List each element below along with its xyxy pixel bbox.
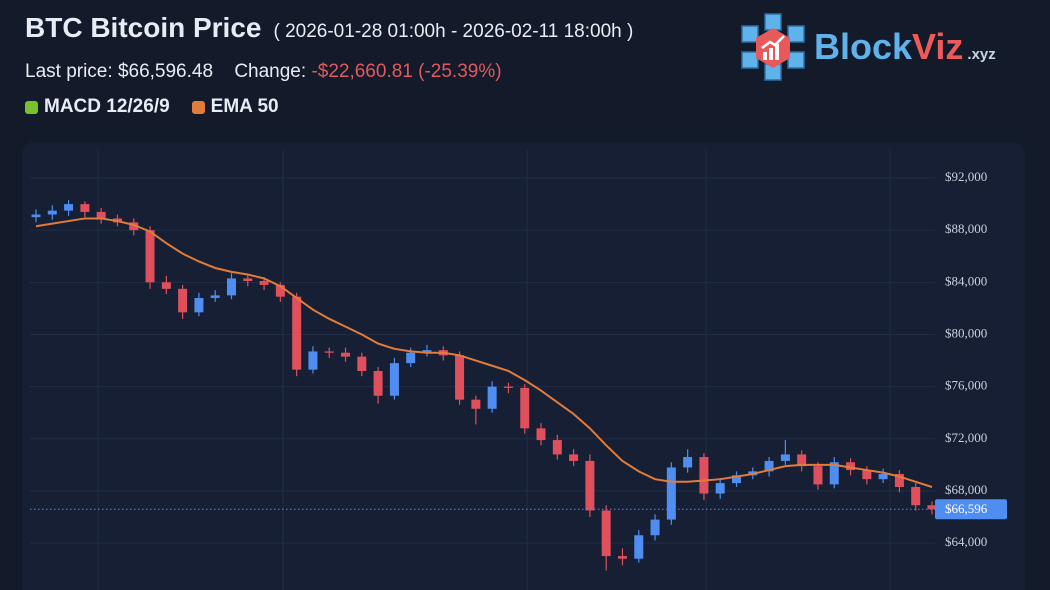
legend-item: MACD 12/26/9 xyxy=(25,96,170,118)
candle-body xyxy=(601,510,611,557)
candle-body xyxy=(324,351,334,353)
candle-body xyxy=(732,475,742,484)
candle-body xyxy=(715,483,725,494)
logo-icon xyxy=(741,13,805,81)
time-grid xyxy=(97,150,891,590)
stats-row: Last price: $66,596.48 Change: -$22,660.… xyxy=(25,61,502,83)
candle-body xyxy=(520,387,530,429)
candle-body xyxy=(308,351,318,370)
title: BTC Bitcoin Price xyxy=(25,12,262,43)
last-price-box xyxy=(935,499,1007,520)
legend-label: EMA 50 xyxy=(210,96,279,117)
candle-body xyxy=(846,462,856,471)
candle-body xyxy=(862,470,872,480)
candle-body xyxy=(96,211,106,219)
candle-body xyxy=(194,297,204,313)
candle-body xyxy=(536,428,546,441)
candle-body xyxy=(780,454,790,461)
candle-body xyxy=(471,399,481,409)
candle-body xyxy=(389,363,399,396)
candle-body xyxy=(552,440,562,455)
candle-body xyxy=(47,210,57,215)
candle-body xyxy=(357,356,367,371)
candle-body xyxy=(31,214,41,218)
candle-body xyxy=(178,288,188,313)
candle-body xyxy=(617,556,627,559)
title-row: BTC Bitcoin Price ( 2026-01-28 01:00h - 2… xyxy=(25,12,633,44)
candle-body xyxy=(878,473,888,480)
y-tick-label: $64,000 xyxy=(945,534,987,549)
legend-swatch xyxy=(191,100,205,114)
candle-body xyxy=(275,284,285,297)
candle-body xyxy=(373,370,383,396)
legend-label: MACD 12/26/9 xyxy=(44,96,170,117)
candle-body xyxy=(911,487,921,506)
candle-body xyxy=(341,352,351,357)
candle-body xyxy=(503,386,513,388)
candle-body xyxy=(487,386,497,409)
candle-body xyxy=(927,505,937,510)
candle-body xyxy=(259,281,269,285)
y-tick-label: $72,000 xyxy=(945,430,987,445)
candle-body xyxy=(210,295,220,298)
candle-body xyxy=(699,457,709,494)
candle-body xyxy=(894,473,904,488)
candle-body xyxy=(161,282,171,289)
logo-suffix: .xyz xyxy=(967,45,996,63)
candle-body xyxy=(666,467,676,520)
candle-body xyxy=(64,204,74,211)
candle-body xyxy=(406,352,416,364)
candle-body xyxy=(422,350,432,353)
candle-body xyxy=(797,454,807,467)
last-price-label: $66,596 xyxy=(945,501,988,516)
candle-body xyxy=(813,466,823,485)
y-tick-label: $92,000 xyxy=(945,169,987,184)
ema-line xyxy=(35,217,933,488)
candle-body xyxy=(650,519,660,536)
candle-body xyxy=(145,230,155,283)
last-price: $66,596.48 xyxy=(117,61,214,82)
change: -$22,660.81 (-25.39%) xyxy=(311,61,502,82)
candle-body xyxy=(455,355,465,400)
logo-word: Block xyxy=(814,26,913,67)
y-tick-label: $80,000 xyxy=(945,325,987,340)
candle-body xyxy=(226,278,236,296)
legend-swatch xyxy=(25,100,38,114)
candle-body xyxy=(764,460,774,472)
legend-item: EMA 50 xyxy=(191,96,279,118)
date-range: ( 2026-01-28 01:00h - 2026-02-11 18:00h … xyxy=(273,21,634,42)
candle-body xyxy=(80,204,90,212)
candle-body xyxy=(829,462,839,485)
change-label: Change: xyxy=(234,61,307,82)
candle-body xyxy=(292,296,302,370)
y-tick-label: $88,000 xyxy=(945,221,987,236)
candle-body xyxy=(585,460,595,511)
candle-body xyxy=(569,454,579,461)
candle-body xyxy=(634,535,644,559)
chart-panel xyxy=(22,142,1025,590)
legend: MACD 12/26/9 EMA 50 xyxy=(25,96,279,118)
y-tick-label: $84,000 xyxy=(945,273,987,288)
candle-body xyxy=(243,278,253,282)
y-tick-label: $68,000 xyxy=(945,482,987,497)
logo-word: Viz xyxy=(912,26,964,67)
last-price-label: Last price: xyxy=(25,61,113,82)
candle-body xyxy=(129,222,139,231)
logo: BlockViz .xyz xyxy=(738,12,996,82)
candle-body xyxy=(683,457,693,468)
y-tick-label: $76,000 xyxy=(945,378,987,393)
